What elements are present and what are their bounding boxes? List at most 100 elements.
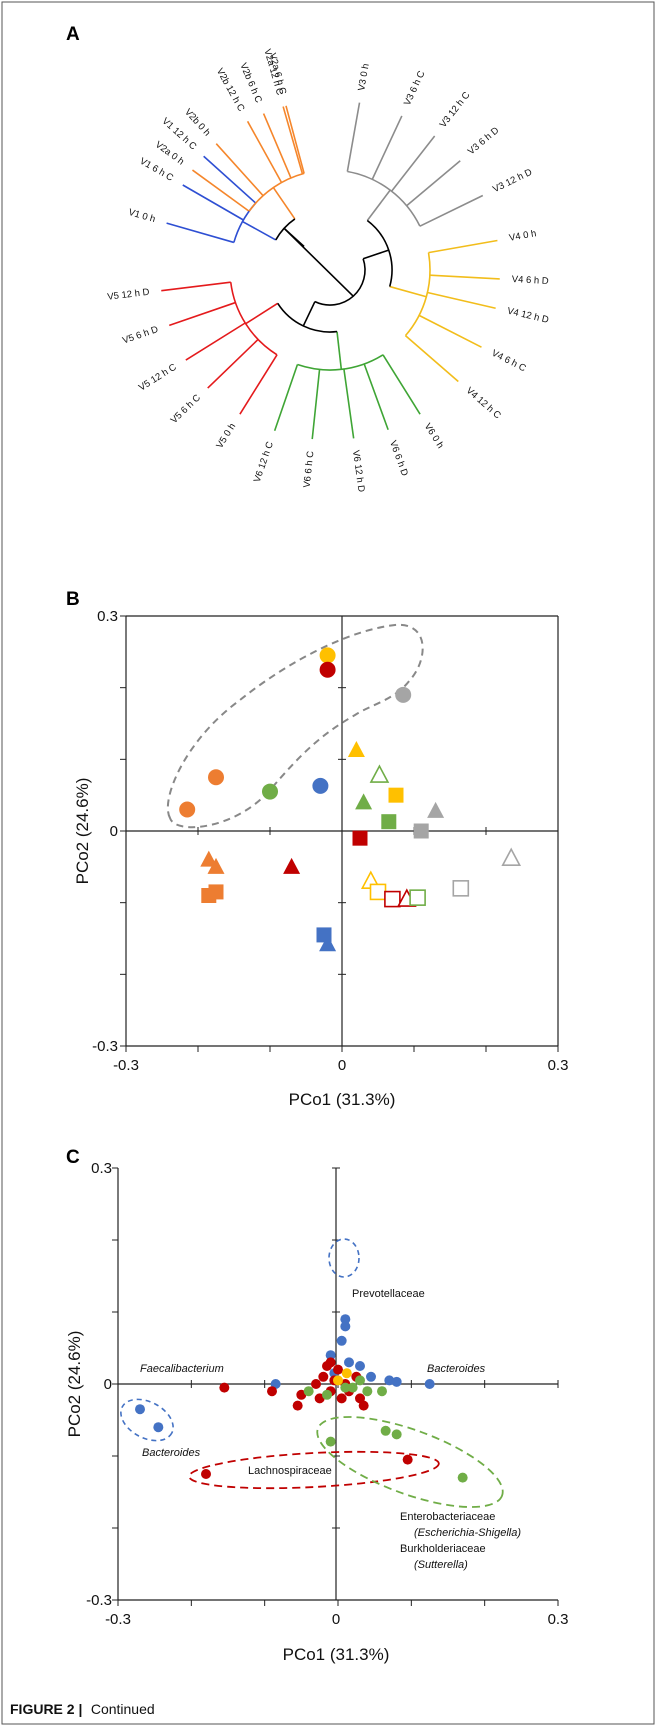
dendrogram-leaf-branch: [161, 281, 231, 292]
data-point: [424, 1379, 435, 1389]
dendrogram-cluster-stem: [245, 302, 279, 325]
data-point-triangle: [207, 857, 225, 874]
plot-c-ylabel: PCo2 (24.6%): [65, 1331, 84, 1438]
dendrogram-leaf-label: V4 0 h: [508, 228, 537, 244]
annotation-burkholderiaceae: Burkholderiaceae: [400, 1543, 486, 1555]
data-point-circle: [208, 769, 224, 786]
data-point: [322, 1361, 332, 1371]
data-point: [355, 1361, 365, 1371]
dendrogram-cluster-stem: [242, 220, 277, 241]
annotation-bacteroides-right: Bacteroides: [427, 1363, 486, 1375]
plot-c-points: [135, 1314, 468, 1483]
data-point: [292, 1400, 303, 1411]
data-point: [201, 1469, 211, 1479]
annotation-lachnospiraceae: Lachnospiraceae: [248, 1465, 332, 1477]
plot-c-ytick-max: 0.3: [91, 1160, 112, 1177]
data-point: [340, 1314, 351, 1325]
dendrogram-leaf-branch: [311, 369, 321, 440]
data-point-square: [352, 830, 368, 846]
plot-c-enterobacteriaceae-ellipse: [316, 1416, 504, 1508]
plot-b-ytick-max: 0.3: [97, 608, 118, 625]
dendrogram-leaf-branch: [262, 113, 292, 179]
data-point-circle: [395, 686, 412, 703]
plot-b-xlabel: PCo1 (31.3%): [289, 1090, 396, 1109]
dendrogram-cluster-stem: [302, 301, 316, 327]
data-point: [347, 1382, 358, 1393]
data-point-circle: [262, 783, 278, 800]
plot-b-ylabel: PCo2 (24.6%): [73, 778, 92, 885]
data-point: [391, 1429, 402, 1440]
data-point-triangle: [347, 741, 365, 758]
plot-b-ytick-zero: 0: [110, 823, 118, 840]
data-point-circle: [319, 647, 336, 664]
dendrogram-leaf-branch: [215, 143, 264, 197]
data-point: [325, 1350, 336, 1361]
data-point: [333, 1375, 343, 1386]
dendrogram-leaf-branch: [404, 335, 459, 383]
dendrogram-leaf-branch: [382, 354, 421, 415]
data-point-triangle: [369, 764, 390, 783]
data-point-square: [384, 890, 401, 908]
data-point: [377, 1386, 387, 1397]
plot-b-xtick-max: 0.3: [548, 1057, 569, 1074]
dendrogram-leaf-branch: [363, 363, 389, 431]
dendrogram-leaf-branch: [185, 322, 246, 361]
data-point-square: [409, 889, 426, 906]
pcoa-plot-b: -0.3 0 0.3 0.3 0 -0.3 PCo1 (31.3%) PCo2 …: [73, 608, 568, 1109]
dendrogram-leaf-branch: [428, 239, 498, 254]
data-point: [391, 1376, 402, 1387]
data-point-square: [369, 883, 387, 901]
dendrogram-leaf-branch: [273, 364, 299, 431]
plot-c-prevotellaceae-ellipse: [328, 1238, 360, 1278]
dendrogram: V2a 6 h C V3 0 h V3 6 h CV3 12 h CV3 6 h D…: [107, 48, 550, 493]
panel-a-label: A: [66, 24, 80, 45]
data-point-triangle: [501, 847, 522, 867]
data-point-square: [413, 823, 429, 839]
dendrogram-leaf-label: V4 12 h C: [464, 385, 503, 421]
data-point: [340, 1382, 351, 1393]
dendrogram-leaf-label: V1 0 h: [127, 207, 156, 225]
dendrogram-cluster-stem: [389, 285, 427, 298]
dendrogram-leaf-branch: [343, 368, 355, 439]
data-point-square: [452, 880, 470, 897]
plot-c-xtick-max: 0.3: [548, 1611, 569, 1628]
data-point-circle: [179, 801, 196, 818]
dendrogram-leaf-branch: [203, 155, 257, 204]
data-point: [322, 1389, 332, 1400]
dendrogram-leaf-label: V5 12 h C: [137, 362, 179, 394]
dendrogram-leaf-branch: [418, 314, 482, 348]
dendrogram-cluster-stem: [362, 249, 389, 260]
dendrogram-leaf-branch: [191, 169, 250, 212]
dendrogram-leaf-branch: [282, 106, 304, 175]
figure-caption: FIGURE 2 | Continued: [10, 1701, 155, 1718]
dendrogram-leaf-label: V4 6 h D: [511, 274, 549, 287]
data-point-triangle: [427, 801, 445, 818]
data-point-triangle: [200, 850, 218, 867]
data-point: [336, 1335, 347, 1346]
data-point-circle: [312, 777, 329, 794]
data-point-triangle: [355, 793, 373, 810]
dendrogram-leaf-label: V5 6 h D: [121, 324, 160, 346]
dendrogram-leaf-label: V3 0 h: [356, 63, 372, 92]
data-point: [318, 1371, 329, 1382]
dendrogram-leaf-branch: [419, 194, 484, 227]
plot-c-bacteroides-ellipse: [120, 1398, 174, 1442]
dendrogram-leaf-label: V3 6 h D: [466, 125, 501, 157]
plot-c-xtick-min: -0.3: [105, 1611, 131, 1628]
annotation-escherichia-shigella: (Escherichia-Shigella): [414, 1527, 521, 1539]
data-point: [457, 1472, 468, 1483]
dendrogram-leaf-label: V3 12 h C: [438, 90, 473, 130]
data-point: [135, 1404, 145, 1415]
data-point: [325, 1436, 336, 1447]
dendrogram-leaf-label: V4 12 h D: [506, 306, 550, 326]
dendrogram-cluster-stem: [272, 187, 296, 220]
dendrogram-leaf-branch: [427, 291, 496, 310]
data-point: [380, 1425, 391, 1436]
data-point-triangle: [319, 935, 337, 952]
dendrogram-leaf-label: V4 6 h C: [490, 348, 528, 375]
plot-b-xtick-zero: 0: [338, 1057, 346, 1074]
plot-c-ticks: [112, 1167, 559, 1606]
pcoa-plot-c: Prevotellaceae Faecalibacterium Bacteroi…: [65, 1160, 568, 1664]
caption-label: FIGURE 2 |: [10, 1701, 82, 1717]
